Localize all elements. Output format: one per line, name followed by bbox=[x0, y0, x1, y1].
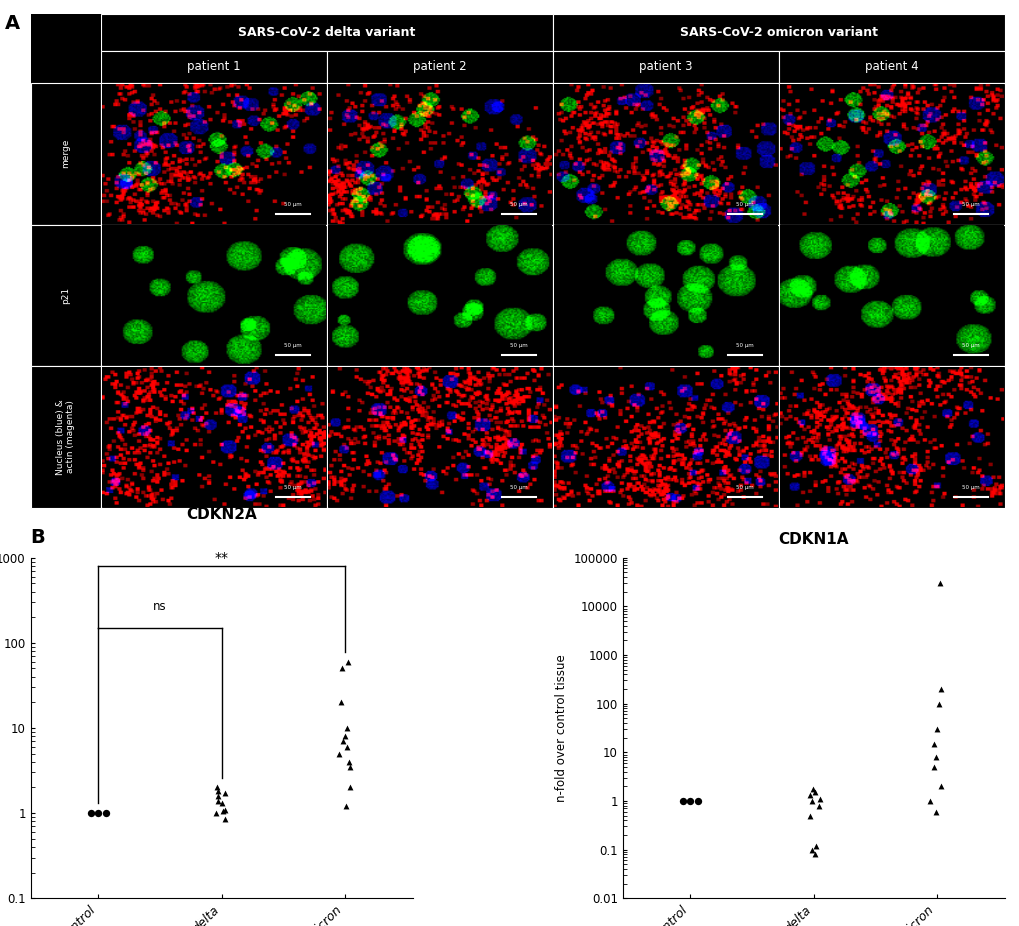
FancyBboxPatch shape bbox=[101, 51, 326, 83]
Point bbox=[928, 721, 945, 736]
Point bbox=[803, 794, 819, 808]
Point bbox=[675, 794, 691, 808]
Point bbox=[208, 780, 224, 795]
Point bbox=[682, 794, 698, 808]
Text: **: ** bbox=[214, 551, 228, 565]
FancyBboxPatch shape bbox=[31, 83, 101, 225]
Point bbox=[925, 736, 942, 751]
Point bbox=[932, 779, 949, 794]
Point bbox=[932, 682, 949, 696]
FancyBboxPatch shape bbox=[552, 51, 777, 83]
Point bbox=[337, 799, 354, 814]
Point bbox=[340, 755, 357, 770]
Text: 50 μm: 50 μm bbox=[284, 344, 302, 348]
Point bbox=[803, 842, 819, 857]
Text: ns: ns bbox=[153, 600, 167, 613]
Text: 50 μm: 50 μm bbox=[510, 344, 528, 348]
Text: 50 μm: 50 μm bbox=[736, 485, 753, 490]
Point bbox=[216, 802, 232, 817]
Point bbox=[98, 806, 114, 820]
Text: SARS-CoV-2 omicron variant: SARS-CoV-2 omicron variant bbox=[679, 26, 876, 39]
Point bbox=[339, 655, 356, 669]
Point bbox=[810, 798, 826, 813]
Text: 50 μm: 50 μm bbox=[510, 202, 528, 206]
Point bbox=[802, 788, 818, 803]
FancyBboxPatch shape bbox=[31, 51, 101, 83]
Text: Nucleus (blue) &
actin (magenta): Nucleus (blue) & actin (magenta) bbox=[56, 399, 75, 475]
Point bbox=[807, 838, 823, 853]
Point bbox=[83, 806, 99, 820]
Y-axis label: n-fold over control tissue: n-fold over control tissue bbox=[554, 654, 568, 802]
FancyBboxPatch shape bbox=[31, 366, 101, 507]
FancyBboxPatch shape bbox=[31, 14, 1004, 507]
Text: 50 μm: 50 μm bbox=[510, 485, 528, 490]
Point bbox=[341, 780, 358, 795]
Point bbox=[930, 576, 947, 591]
Point bbox=[689, 794, 705, 808]
Point bbox=[927, 749, 944, 764]
Point bbox=[926, 805, 943, 820]
Text: B: B bbox=[31, 528, 45, 547]
Point bbox=[336, 729, 353, 744]
Text: patient 1: patient 1 bbox=[186, 60, 240, 73]
Point bbox=[811, 792, 827, 807]
Text: patient 3: patient 3 bbox=[638, 60, 692, 73]
Point bbox=[217, 812, 233, 827]
Point bbox=[341, 759, 358, 774]
Text: 50 μm: 50 μm bbox=[736, 344, 753, 348]
Point bbox=[332, 694, 348, 709]
Text: 50 μm: 50 μm bbox=[961, 344, 979, 348]
Point bbox=[215, 804, 231, 819]
Text: 50 μm: 50 μm bbox=[961, 202, 979, 206]
Point bbox=[207, 806, 223, 820]
Point bbox=[806, 785, 822, 800]
Point bbox=[338, 740, 355, 755]
Point bbox=[929, 696, 946, 711]
Text: SARS-CoV-2 delta variant: SARS-CoV-2 delta variant bbox=[237, 26, 415, 39]
Text: 50 μm: 50 μm bbox=[961, 485, 979, 490]
Text: p21: p21 bbox=[61, 287, 70, 304]
Point bbox=[213, 796, 229, 811]
Text: 50 μm: 50 μm bbox=[736, 202, 753, 206]
Text: patient 2: patient 2 bbox=[413, 60, 466, 73]
FancyBboxPatch shape bbox=[326, 51, 552, 83]
Point bbox=[210, 794, 226, 808]
Point bbox=[209, 784, 225, 799]
Text: patient 4: patient 4 bbox=[864, 60, 918, 73]
Point bbox=[804, 782, 820, 796]
Point bbox=[921, 794, 937, 808]
Point bbox=[924, 759, 941, 774]
FancyBboxPatch shape bbox=[31, 14, 101, 51]
Point bbox=[210, 788, 226, 803]
Point bbox=[330, 746, 346, 761]
FancyBboxPatch shape bbox=[31, 225, 101, 366]
Text: 50 μm: 50 μm bbox=[284, 202, 302, 206]
FancyBboxPatch shape bbox=[101, 14, 552, 51]
Point bbox=[806, 847, 822, 862]
Text: A: A bbox=[5, 14, 20, 33]
Point bbox=[338, 720, 355, 735]
FancyBboxPatch shape bbox=[552, 14, 1004, 51]
Point bbox=[333, 661, 350, 676]
Title: CDKN2A: CDKN2A bbox=[186, 507, 257, 522]
Title: CDKN1A: CDKN1A bbox=[777, 532, 848, 547]
Text: merge: merge bbox=[61, 139, 70, 169]
Point bbox=[801, 808, 817, 823]
Point bbox=[335, 733, 352, 748]
FancyBboxPatch shape bbox=[777, 51, 1004, 83]
Text: 50 μm: 50 μm bbox=[284, 485, 302, 490]
Point bbox=[216, 786, 232, 801]
Point bbox=[90, 806, 106, 820]
